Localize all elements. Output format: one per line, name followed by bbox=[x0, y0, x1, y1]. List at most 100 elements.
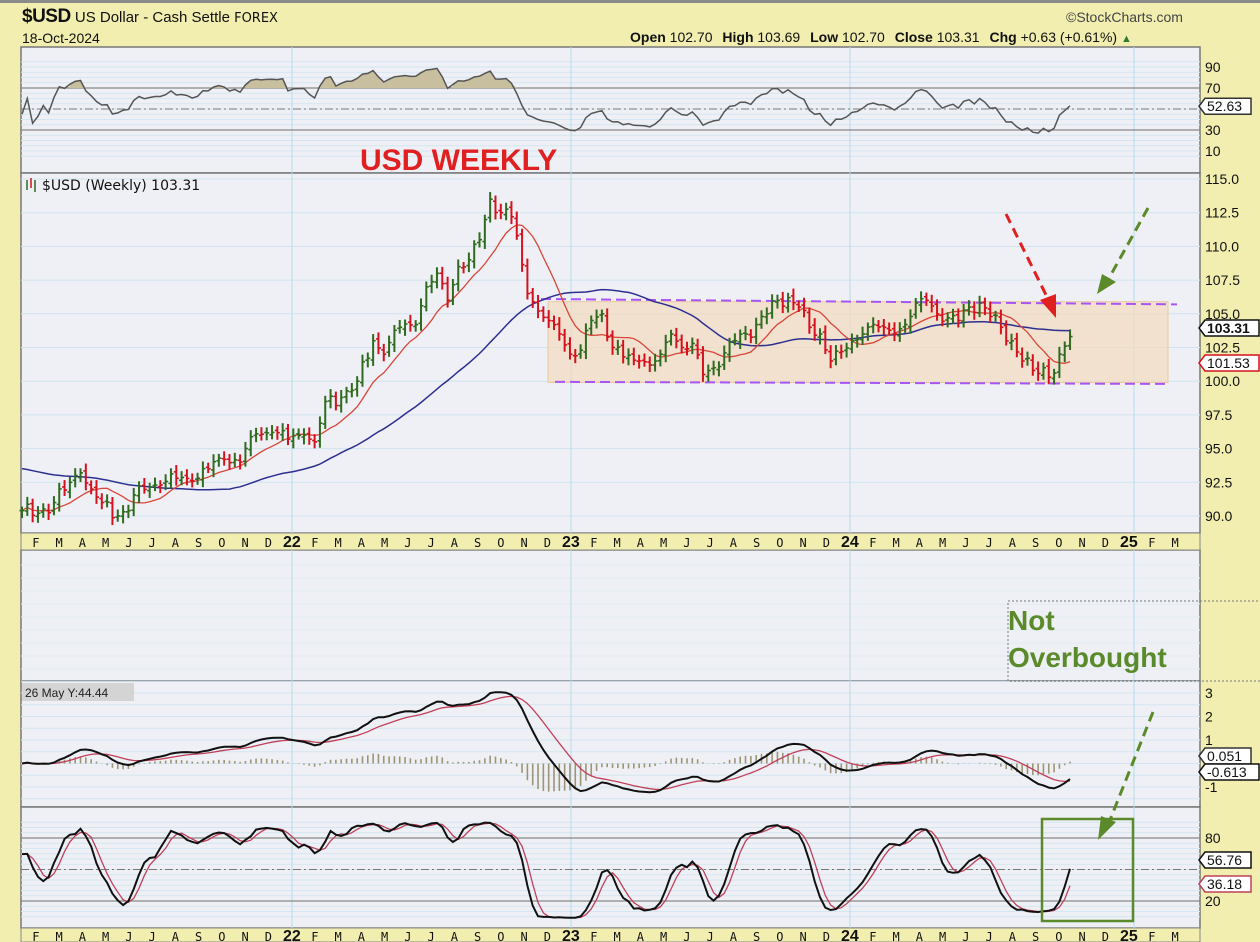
price-bar bbox=[939, 308, 945, 327]
price-bar bbox=[508, 201, 514, 225]
month-label: J bbox=[683, 930, 690, 942]
price-bar bbox=[641, 353, 647, 367]
month-label: 24 bbox=[841, 534, 859, 551]
price-bar bbox=[684, 341, 690, 356]
svg-text:0.051: 0.051 bbox=[1207, 748, 1242, 764]
month-label: M bbox=[939, 536, 946, 550]
stochastic-highlight-box bbox=[1040, 817, 1135, 923]
price-bar bbox=[881, 318, 887, 335]
price-bar bbox=[450, 279, 456, 306]
price-bar bbox=[216, 453, 222, 467]
price-bar bbox=[673, 327, 679, 349]
price-bar bbox=[72, 468, 78, 488]
month-label: A bbox=[451, 536, 459, 550]
month-label: J bbox=[428, 930, 435, 942]
price-bar bbox=[248, 430, 254, 457]
svg-text:52.63: 52.63 bbox=[1207, 98, 1242, 114]
month-label: 22 bbox=[283, 928, 301, 942]
price-bar bbox=[993, 310, 999, 322]
price-bar bbox=[461, 262, 467, 274]
price-bar bbox=[466, 252, 472, 273]
price-bar bbox=[40, 503, 46, 518]
month-label: S bbox=[195, 536, 202, 550]
price-bar bbox=[599, 309, 605, 323]
price-bar bbox=[322, 395, 328, 429]
price-bar bbox=[551, 315, 557, 330]
price-bar bbox=[636, 354, 642, 369]
price-bar bbox=[445, 276, 451, 308]
price-bar bbox=[1019, 347, 1025, 368]
price-bar bbox=[705, 364, 711, 382]
month-label: A bbox=[916, 930, 924, 942]
price-bar bbox=[913, 298, 919, 319]
macd-tick-label: -1 bbox=[1205, 779, 1218, 795]
price-bar bbox=[929, 294, 935, 313]
svg-text:36.18: 36.18 bbox=[1207, 876, 1242, 892]
month-label: O bbox=[218, 930, 225, 942]
symbol-name: US Dollar - Cash Settle bbox=[74, 9, 230, 26]
cursor-readout: 26 May Y:44.44 bbox=[25, 686, 109, 700]
month-label: M bbox=[614, 536, 621, 550]
price-bar bbox=[78, 468, 84, 483]
ohlc-readout: Open 102.70 High 103.69 Low 102.70 Close… bbox=[624, 29, 1132, 47]
price-bar bbox=[743, 325, 749, 341]
month-label: M bbox=[893, 536, 900, 550]
price-bar bbox=[578, 344, 584, 359]
price-bar bbox=[801, 297, 807, 318]
panel-macd bbox=[20, 680, 1201, 808]
price-bar bbox=[934, 299, 940, 321]
rsi-overbought-fill bbox=[59, 68, 517, 88]
price-bar bbox=[865, 322, 871, 341]
month-label: M bbox=[660, 930, 667, 942]
price-bar bbox=[242, 441, 248, 467]
price-bar bbox=[1035, 361, 1041, 381]
price-bar bbox=[104, 494, 110, 508]
month-label: M bbox=[1172, 536, 1179, 550]
price-bar bbox=[280, 423, 286, 441]
price-bar bbox=[716, 361, 722, 377]
price-bar bbox=[700, 346, 706, 382]
month-label: D bbox=[823, 930, 830, 942]
month-label: D bbox=[1102, 930, 1109, 942]
price-bar bbox=[689, 337, 695, 355]
price-bar bbox=[93, 480, 99, 504]
month-label: A bbox=[1009, 930, 1017, 942]
window-top-bar bbox=[0, 0, 1260, 3]
month-label: S bbox=[1032, 930, 1039, 942]
month-label: A bbox=[916, 536, 924, 550]
price-bar bbox=[902, 318, 908, 333]
month-label: M bbox=[939, 930, 946, 942]
month-label: J bbox=[149, 930, 156, 942]
price-bar bbox=[1062, 341, 1068, 363]
price-bar bbox=[62, 480, 68, 496]
date-axis bbox=[20, 532, 1201, 551]
price-bar bbox=[966, 300, 972, 316]
month-label: O bbox=[1055, 930, 1062, 942]
price-bar bbox=[359, 354, 365, 387]
price-bar bbox=[429, 274, 435, 294]
rsi-line bbox=[21, 67, 1071, 134]
price-bar bbox=[189, 473, 195, 488]
triangle-up-icon: ▲ bbox=[1120, 33, 1132, 45]
price-bar bbox=[30, 498, 36, 523]
price-bar bbox=[503, 202, 509, 221]
month-label: F bbox=[590, 930, 597, 942]
price-bar bbox=[285, 423, 291, 446]
stoch-tick-label: 20 bbox=[1205, 893, 1221, 909]
month-label: J bbox=[986, 930, 993, 942]
month-label: F bbox=[32, 930, 39, 942]
price-bar bbox=[870, 317, 876, 334]
rsi-tick-label: 70 bbox=[1205, 80, 1221, 96]
month-label: J bbox=[125, 930, 132, 942]
price-bar bbox=[141, 478, 147, 494]
month-label: A bbox=[358, 536, 366, 550]
price-bar bbox=[205, 462, 211, 474]
price-bar bbox=[556, 317, 562, 341]
month-label: J bbox=[962, 930, 969, 942]
price-bar bbox=[136, 481, 142, 503]
price-bar bbox=[413, 320, 419, 332]
price-bar bbox=[961, 303, 967, 328]
month-label: J bbox=[149, 536, 156, 550]
month-label: N bbox=[242, 536, 249, 550]
price-bar bbox=[338, 389, 344, 413]
